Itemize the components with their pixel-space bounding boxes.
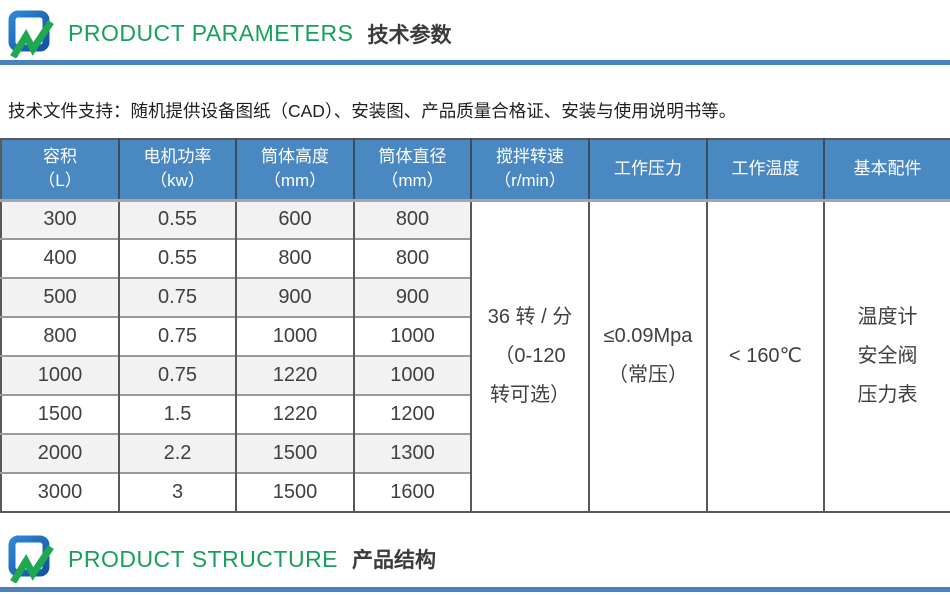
brand-logo-icon xyxy=(8,535,54,583)
table-cell: 1.5 xyxy=(118,394,236,434)
table-cell: 1000 xyxy=(353,355,471,395)
col-header-barrel-height: 筒体高度 （mm） xyxy=(235,139,354,202)
merged-cell-stir-speed: 36 转 / 分 （0-120 转可选） xyxy=(470,200,589,512)
table-cell: 0.75 xyxy=(118,277,236,317)
parameters-title-cn: 技术参数 xyxy=(367,23,452,47)
spec-table: 容积 （L） 电机功率 （kw） 筒体高度 （mm） 筒体直径 （mm） 搅拌转… xyxy=(0,138,950,513)
table-cell: 0.55 xyxy=(118,238,236,278)
section-divider-line xyxy=(0,587,950,592)
table-cell: 500 xyxy=(1,277,119,317)
table-cell: 1500 xyxy=(235,472,354,512)
table-row: 800 0.75 1000 1000 xyxy=(1,316,950,356)
table-cell: 1200 xyxy=(353,394,471,434)
table-cell: 1000 xyxy=(353,316,471,356)
table-cell: 1500 xyxy=(1,394,119,434)
table-cell: 1000 xyxy=(235,316,354,356)
parameters-title-en: PRODUCT PARAMETERS xyxy=(68,20,354,46)
table-cell: 1000 xyxy=(1,355,119,395)
structure-section-header: PRODUCT STRUCTURE 产品结构 xyxy=(0,529,950,589)
parameters-section-header: PRODUCT PARAMETERS 技术参数 xyxy=(0,0,950,60)
table-cell: 3000 xyxy=(1,472,119,512)
tech-docs-note: 技术文件支持：随机提供设备图纸（CAD）、安装图、产品质量合格证、安装与使用说明… xyxy=(8,101,737,121)
table-cell: 600 xyxy=(235,200,354,239)
table-cell: 0.75 xyxy=(118,316,236,356)
table-cell: 0.55 xyxy=(118,200,236,239)
col-header-volume: 容积 （L） xyxy=(1,139,119,202)
col-header-working-pressure: 工作压力 xyxy=(588,139,707,202)
table-row: 300 0.55 600 800 36 转 / 分 （0-120 转可选） ≤0… xyxy=(1,200,950,512)
table-cell: 800 xyxy=(353,200,471,239)
table-cell: 2000 xyxy=(1,433,119,473)
table-cell: 900 xyxy=(353,277,471,317)
table-cell: 1220 xyxy=(235,394,354,434)
table-cell: 0.75 xyxy=(118,355,236,395)
table-row: 2000 2.2 1500 1300 xyxy=(1,433,950,473)
table-row: 3000 3 1500 1600 xyxy=(1,472,950,512)
col-header-barrel-diameter: 筒体直径 （mm） xyxy=(353,139,471,202)
table-cell: 3 xyxy=(118,472,236,512)
spec-table-header-row: 容积 （L） 电机功率 （kw） 筒体高度 （mm） 筒体直径 （mm） 搅拌转… xyxy=(1,139,950,202)
table-cell: 1220 xyxy=(235,355,354,395)
table-cell: 1500 xyxy=(235,433,354,473)
brand-logo-icon xyxy=(8,10,54,58)
merged-cell-basic-accessories: 温度计 安全阀 压力表 xyxy=(823,200,950,512)
col-header-basic-accessories: 基本配件 xyxy=(823,139,950,202)
col-header-motor-power: 电机功率 （kw） xyxy=(118,139,236,202)
table-row: 400 0.55 800 800 xyxy=(1,238,950,278)
structure-title-cn: 产品结构 xyxy=(352,549,437,572)
table-cell: 900 xyxy=(235,277,354,317)
table-row: 1000 0.75 1220 1000 xyxy=(1,355,950,395)
col-header-stir-speed: 搅拌转速 （r/min） xyxy=(470,139,589,202)
table-cell: 800 xyxy=(235,238,354,278)
table-cell: 2.2 xyxy=(118,433,236,473)
merged-cell-working-pressure: ≤0.09Mpa （常压） xyxy=(588,200,707,512)
table-cell: 1300 xyxy=(353,433,471,473)
section-divider-line xyxy=(0,60,950,65)
table-cell: 800 xyxy=(353,238,471,278)
table-cell: 800 xyxy=(1,316,119,356)
table-row: 500 0.75 900 900 xyxy=(1,277,950,317)
table-row: 1500 1.5 1220 1200 xyxy=(1,394,950,434)
col-header-working-temperature: 工作温度 xyxy=(706,139,824,202)
structure-title-en: PRODUCT STRUCTURE xyxy=(68,545,339,572)
table-cell: 1600 xyxy=(353,472,471,512)
table-cell: 300 xyxy=(1,200,119,239)
merged-cell-working-temperature: < 160℃ xyxy=(706,200,824,512)
table-cell: 400 xyxy=(1,238,119,278)
